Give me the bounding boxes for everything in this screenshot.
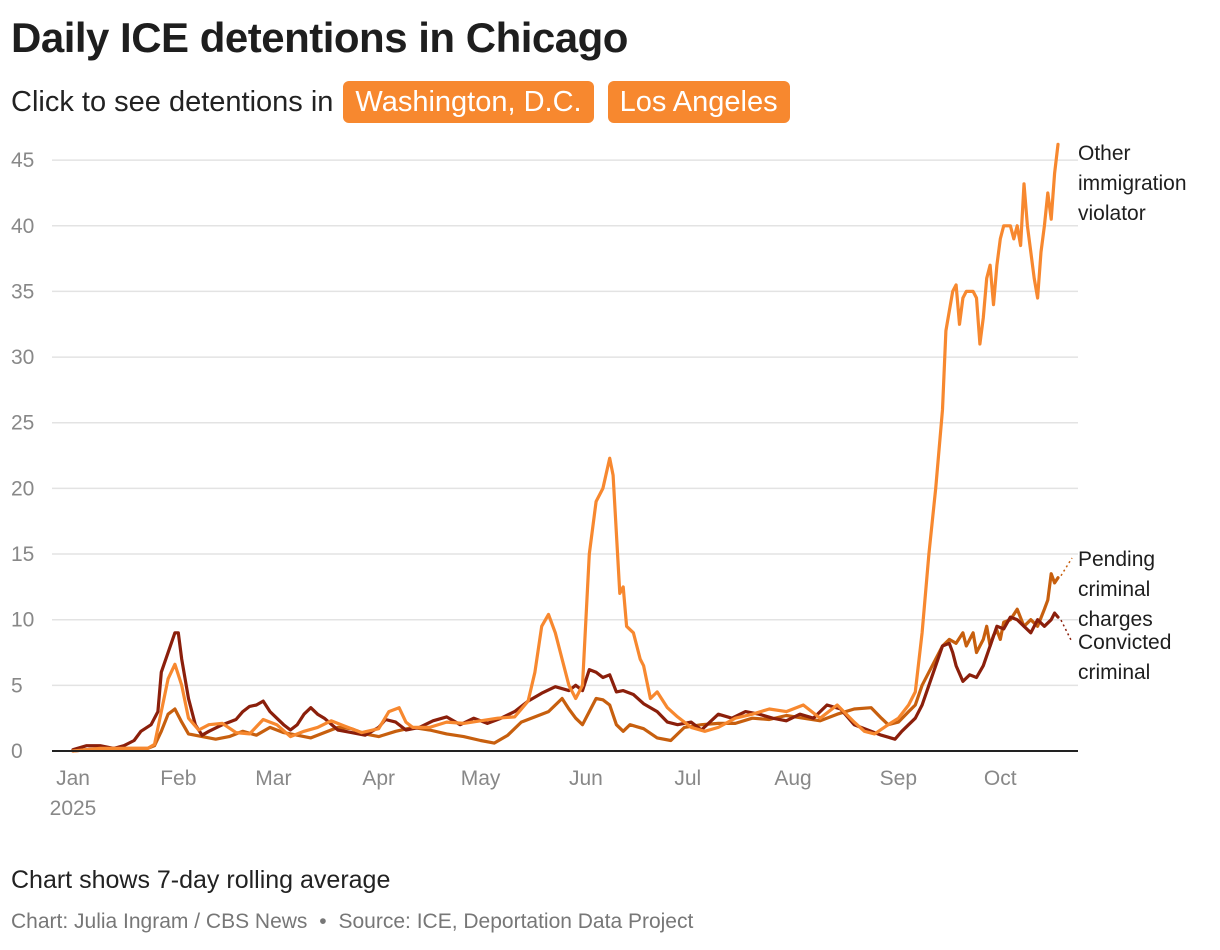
los-angeles-button[interactable]: Los Angeles (607, 81, 790, 123)
series-label-pending-criminal-charges: Pending criminal charges (1078, 548, 1155, 631)
x-tick-label-mar: Mar (255, 767, 291, 790)
washington-dc-button[interactable]: Washington, D.C. (343, 81, 594, 123)
leader-line-pending-criminal-charges (1060, 557, 1073, 577)
subtitle-row: Click to see detentions in Washington, D… (11, 80, 804, 124)
y-tick-label-0: 0 (11, 740, 23, 763)
x-tick-label-jan: Jan (56, 767, 90, 790)
y-tick-label-5: 5 (11, 674, 23, 697)
credit-line: Chart: Julia Ingram / CBS News • Source:… (11, 910, 693, 934)
chart-title: Daily ICE detentions in Chicago (11, 14, 628, 61)
subtitle-text: Click to see detentions in (11, 85, 334, 118)
y-tick-label-35: 35 (11, 280, 34, 303)
x-tick-label-jun: Jun (569, 767, 603, 790)
x-tick-sublabel-2025: 2025 (50, 797, 97, 820)
x-tick-label-feb: Feb (160, 767, 196, 790)
x-tick-label-apr: Apr (362, 767, 395, 790)
credit-separator: • (319, 910, 327, 933)
x-tick-label-aug: Aug (774, 767, 811, 790)
y-tick-label-20: 20 (11, 477, 34, 500)
x-tick-label-jul: Jul (674, 767, 701, 790)
chart-source: Source: ICE, Deportation Data Project (338, 910, 694, 933)
x-tick-label-oct: Oct (984, 767, 1017, 790)
x-tick-label-may: May (461, 767, 501, 790)
leader-line-convicted-criminal (1060, 619, 1073, 643)
series-line-pending-criminal-charges (71, 572, 1060, 753)
series-line-convicted-criminal (71, 611, 1060, 752)
series-label-convicted-criminal: Convicted criminal (1078, 631, 1171, 684)
y-tick-label-30: 30 (11, 346, 34, 369)
y-tick-label-25: 25 (11, 412, 34, 435)
chart-note: Chart shows 7-day rolling average (11, 866, 391, 894)
x-tick-label-sep: Sep (880, 767, 917, 790)
series-label-other-immigration-violator: Other immigration violator (1078, 142, 1187, 225)
y-tick-label-10: 10 (11, 609, 34, 632)
chart-credit: Chart: Julia Ingram / CBS News (11, 910, 308, 933)
y-tick-label-40: 40 (11, 215, 34, 238)
series-line-other-immigration-violator (71, 142, 1060, 753)
y-tick-label-45: 45 (11, 149, 34, 172)
y-tick-label-15: 15 (11, 543, 34, 566)
